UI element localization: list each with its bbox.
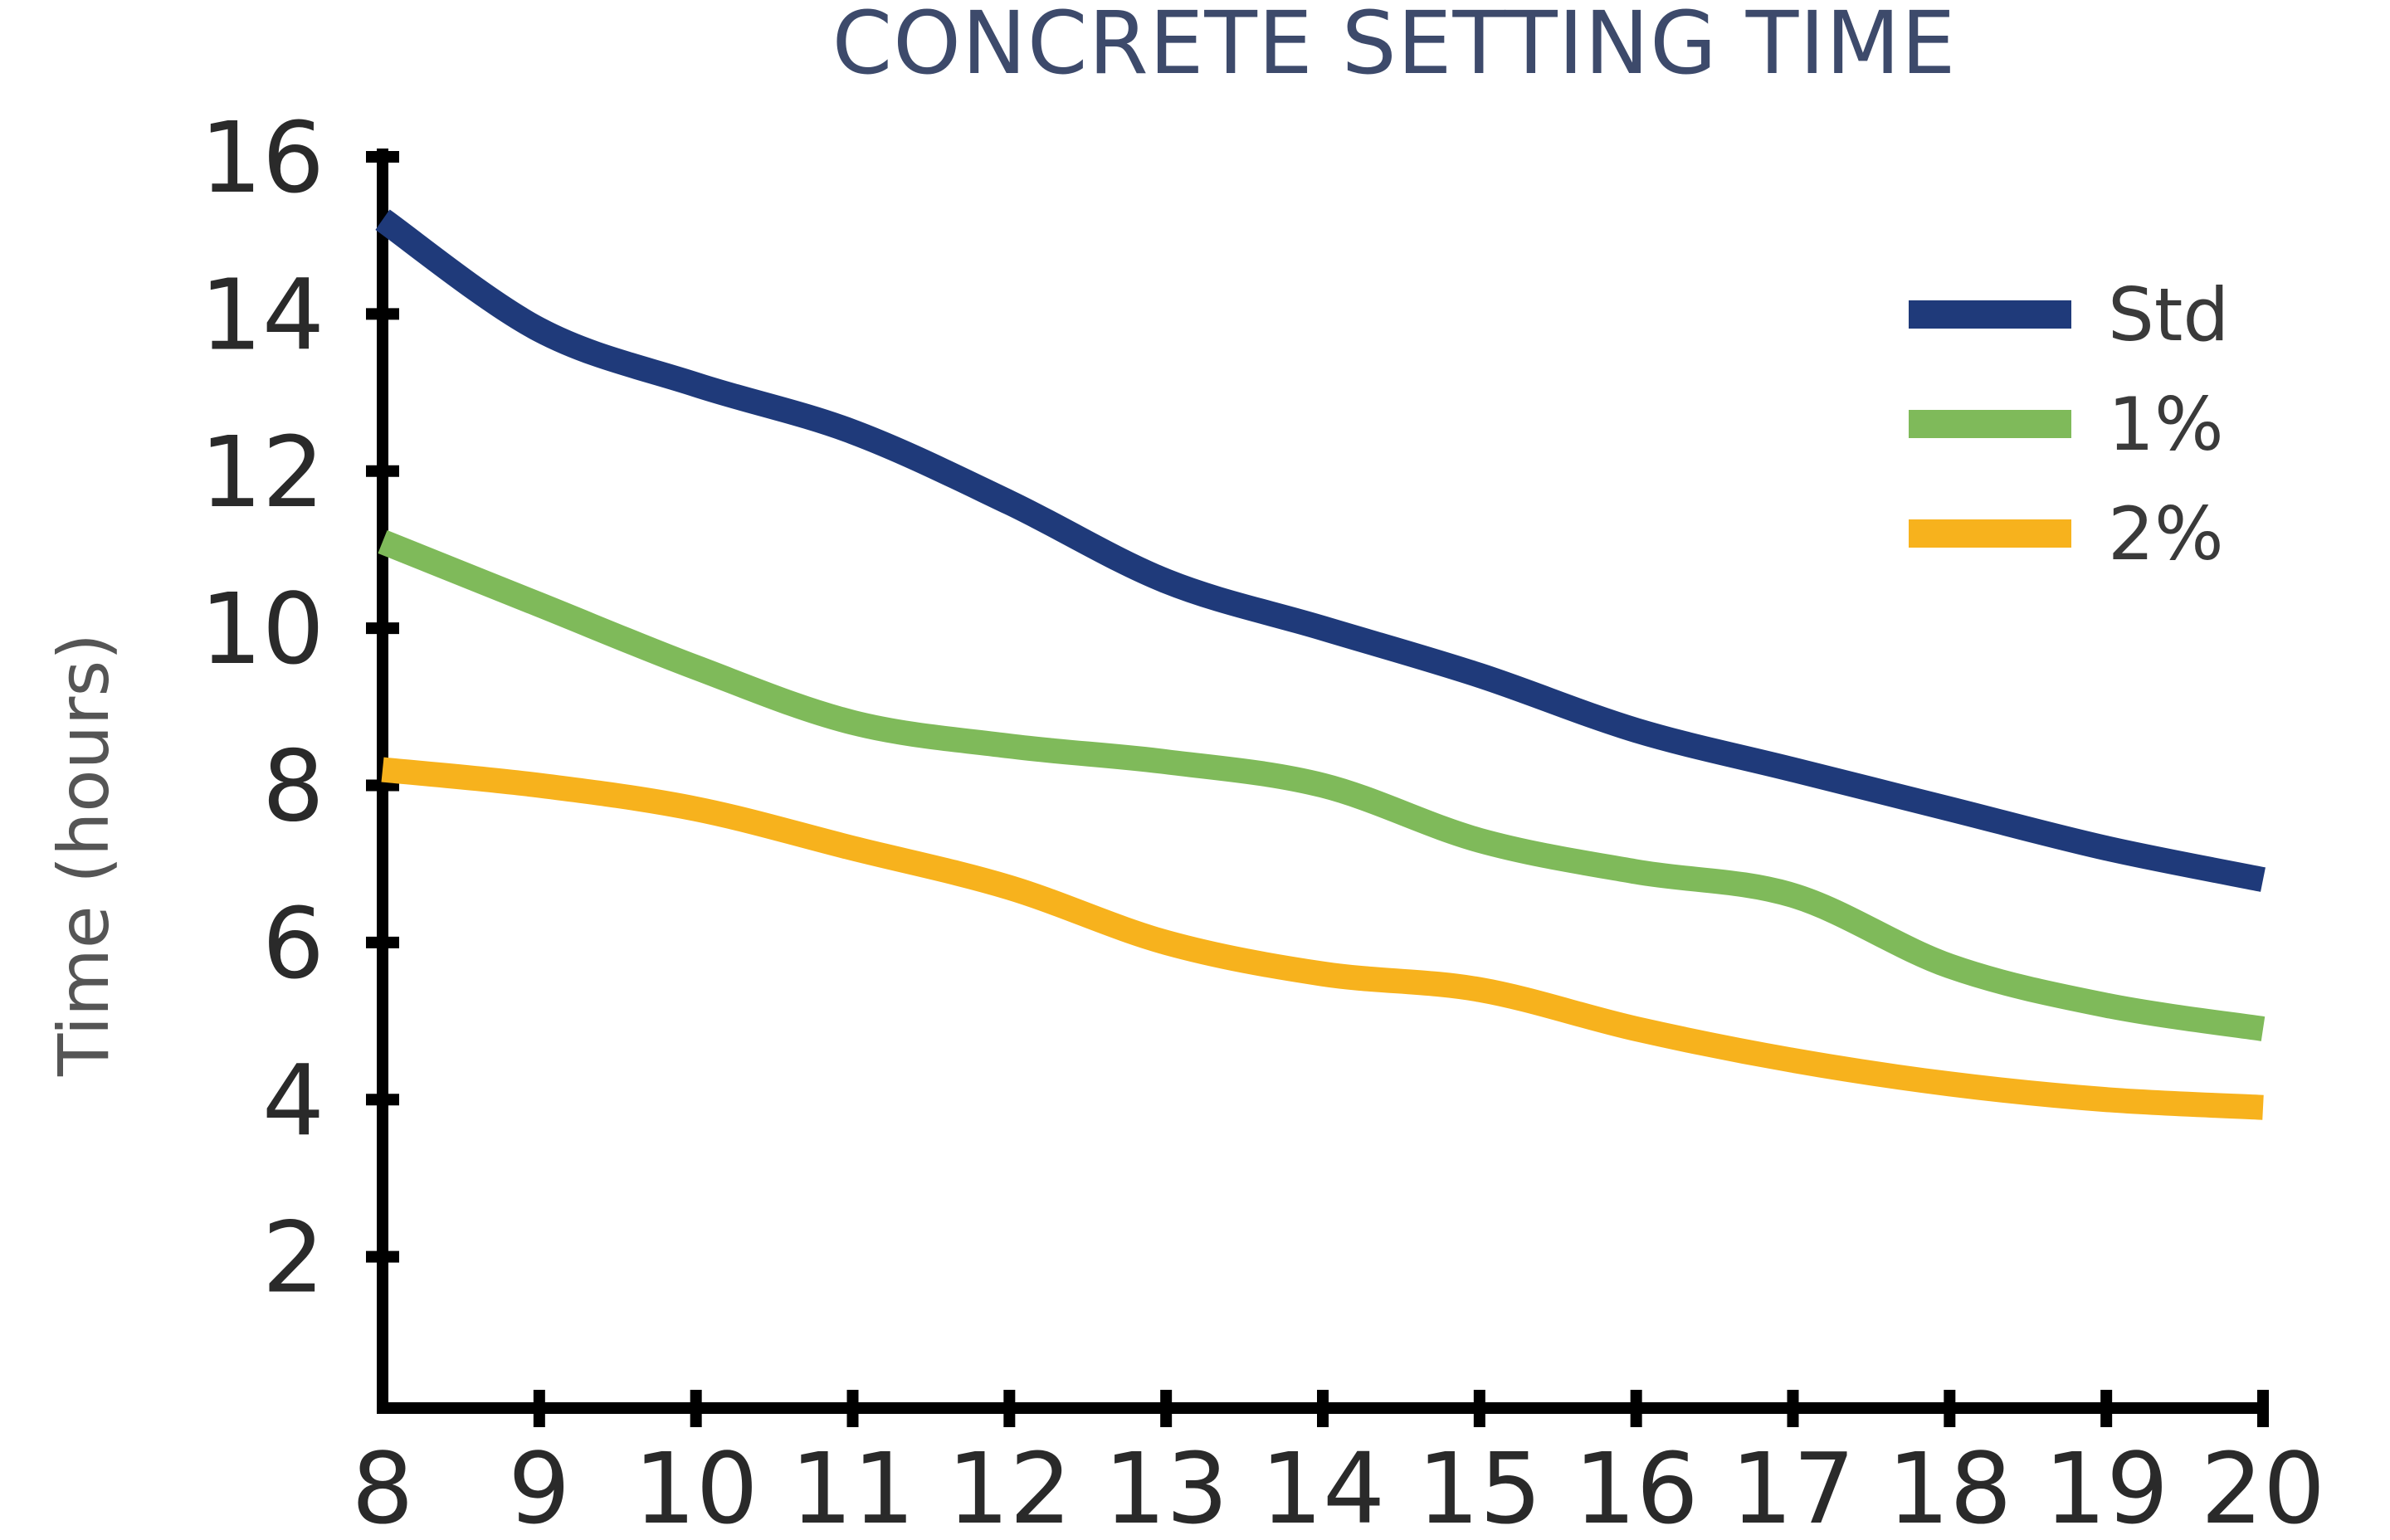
x-tick-label: 17 xyxy=(1730,1431,1855,1540)
data-lines xyxy=(375,209,2266,1120)
x-tick-label: 18 xyxy=(1887,1431,2012,1540)
legend-swatch-1 xyxy=(1909,410,2071,438)
legend: Std 1% 2% xyxy=(1909,272,2229,577)
series-line-1 xyxy=(378,530,2266,1041)
y-tick-label: 16 xyxy=(200,100,324,215)
x-tick-label: 8 xyxy=(351,1431,413,1540)
series-line-0 xyxy=(375,209,2266,892)
legend-label-0: Std xyxy=(2108,272,2229,358)
y-tick-label: 2 xyxy=(262,1201,324,1315)
x-tick-label: 9 xyxy=(508,1431,570,1540)
y-tick-label: 4 xyxy=(262,1043,324,1157)
legend-label-1: 1% xyxy=(2108,382,2224,467)
series-line-2 xyxy=(381,757,2264,1120)
chart-title: CONCRETE SETTING TIME xyxy=(832,0,1957,94)
x-tick-label: 11 xyxy=(790,1431,915,1540)
legend-swatch-0 xyxy=(1909,300,2071,329)
x-tick-label: 10 xyxy=(634,1431,758,1540)
x-tick-label: 15 xyxy=(1417,1431,1542,1540)
x-tick-label: 19 xyxy=(2044,1431,2168,1540)
y-tick-label: 12 xyxy=(200,415,324,529)
legend-label-2: 2% xyxy=(2108,491,2224,577)
x-tick-label: 12 xyxy=(947,1431,1071,1540)
legend-swatch-2 xyxy=(1909,519,2071,548)
y-tick-label: 6 xyxy=(262,886,324,1001)
y-axis-label: Time (hours) xyxy=(43,633,124,1077)
y-tick-label: 8 xyxy=(262,729,324,844)
x-tick-label: 14 xyxy=(1261,1431,1385,1540)
y-tick-label: 14 xyxy=(200,257,324,372)
x-tick-label: 20 xyxy=(2201,1431,2325,1540)
x-tick-label: 16 xyxy=(1574,1431,1699,1540)
x-tick-label: 13 xyxy=(1104,1431,1228,1540)
y-tick-label: 10 xyxy=(200,572,324,686)
